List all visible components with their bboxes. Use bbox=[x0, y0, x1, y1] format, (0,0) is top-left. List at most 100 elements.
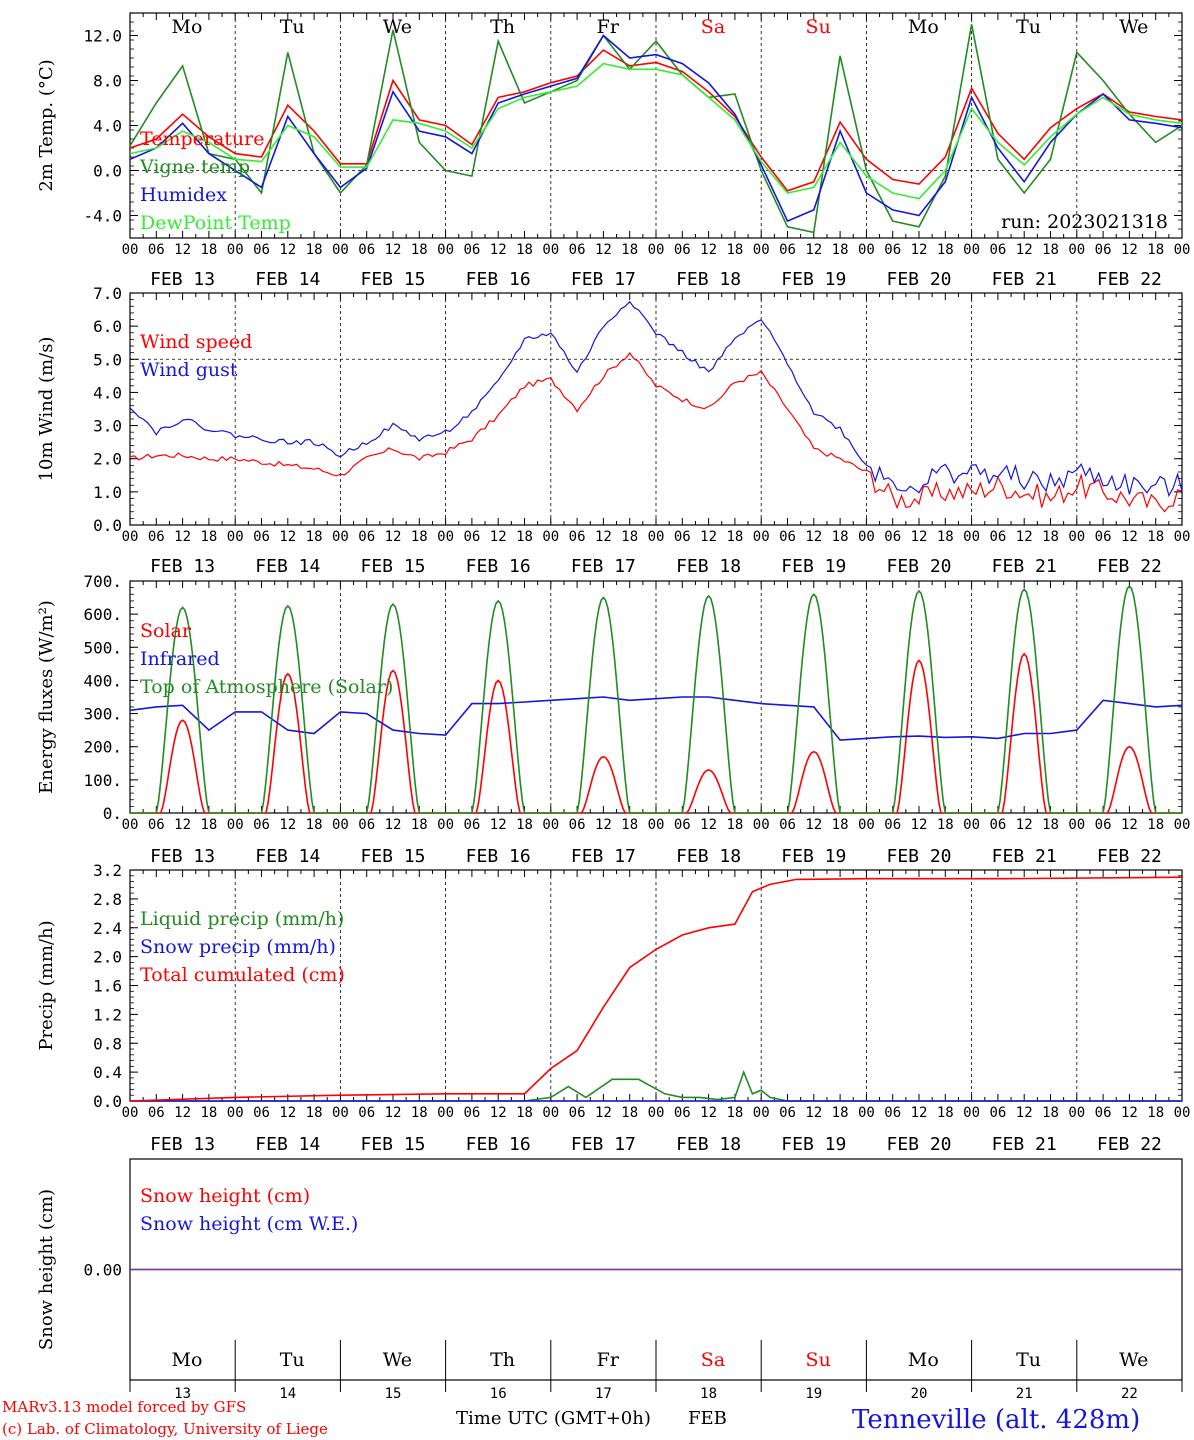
date-label: FEB 14 bbox=[255, 556, 320, 577]
hour-label: 06 bbox=[358, 529, 375, 545]
date-label: FEB 22 bbox=[1097, 556, 1162, 577]
y-tick-label: 1.2 bbox=[93, 1005, 122, 1024]
date-label: FEB 14 bbox=[255, 269, 320, 290]
date-label: FEB 13 bbox=[150, 269, 215, 290]
legend-entry: DewPoint Temp bbox=[140, 212, 291, 234]
hour-label: 18 bbox=[306, 529, 323, 545]
hour-label: 12 bbox=[911, 529, 928, 545]
y-tick-label: 0.0 bbox=[93, 162, 122, 181]
legend-entry: Vigne temp bbox=[139, 156, 250, 178]
hour-label: 12 bbox=[805, 529, 822, 545]
hour-label: 00 bbox=[227, 529, 244, 545]
hour-label: 06 bbox=[148, 1105, 165, 1121]
date-label: FEB 21 bbox=[992, 556, 1057, 577]
day-number: 16 bbox=[490, 1386, 507, 1402]
y-axis-label: Energy fluxes (W/m²) bbox=[36, 600, 57, 794]
hour-label: 00 bbox=[437, 1105, 454, 1121]
footer-model: MARv3.13 model forced by GFS bbox=[2, 1398, 246, 1416]
hour-label: 12 bbox=[490, 817, 507, 833]
legend-entry: Snow height (cm) bbox=[140, 1185, 310, 1207]
hour-label: 18 bbox=[516, 242, 533, 258]
hour-label: 00 bbox=[122, 529, 139, 545]
y-axis-label: 2m Temp. (°C) bbox=[36, 59, 57, 191]
hour-label: 00 bbox=[122, 1105, 139, 1121]
run-annotation: run: 2023021318 bbox=[1001, 211, 1168, 233]
day-name: Su bbox=[806, 1349, 831, 1371]
date-label: FEB 16 bbox=[466, 556, 531, 577]
legend-entry: Top of Atmosphere (Solar) bbox=[140, 676, 393, 698]
day-name: Fr bbox=[597, 16, 620, 38]
hour-label: 18 bbox=[832, 817, 849, 833]
hour-label: 18 bbox=[621, 529, 638, 545]
y-tick-label: 500. bbox=[83, 638, 122, 657]
day-name: We bbox=[383, 1349, 412, 1371]
hour-label: 06 bbox=[674, 242, 691, 258]
date-label: FEB 14 bbox=[255, 846, 320, 867]
legend-entry: Liquid precip (mm/h) bbox=[140, 908, 344, 930]
hour-label: 06 bbox=[148, 817, 165, 833]
hour-label: 00 bbox=[753, 529, 770, 545]
hour-label: 00 bbox=[1174, 817, 1191, 833]
hour-label: 18 bbox=[937, 1105, 954, 1121]
y-tick-label: 300. bbox=[83, 705, 122, 724]
hour-label: 12 bbox=[911, 242, 928, 258]
hour-label: 00 bbox=[753, 242, 770, 258]
date-label: FEB 17 bbox=[571, 269, 636, 290]
hour-label: 06 bbox=[674, 817, 691, 833]
hour-label: 00 bbox=[963, 817, 980, 833]
day-name: Tu bbox=[1016, 1349, 1041, 1371]
hour-label: 00 bbox=[332, 817, 349, 833]
date-label: FEB 17 bbox=[571, 846, 636, 867]
hour-label: 12 bbox=[490, 1105, 507, 1121]
hour-label: 06 bbox=[253, 817, 270, 833]
x-axis-month: FEB bbox=[688, 1408, 727, 1429]
series-line bbox=[129, 24, 1183, 234]
hour-label: 18 bbox=[1147, 817, 1164, 833]
hour-label: 12 bbox=[1121, 817, 1138, 833]
hour-label: 00 bbox=[437, 242, 454, 258]
hour-label: 18 bbox=[1042, 242, 1059, 258]
day-name: Mo bbox=[172, 16, 203, 38]
hour-label: 06 bbox=[779, 817, 796, 833]
date-label: FEB 16 bbox=[466, 846, 531, 867]
day-number: 14 bbox=[279, 1386, 296, 1402]
hour-label: 06 bbox=[569, 1105, 586, 1121]
hour-label: 00 bbox=[227, 1105, 244, 1121]
date-label: FEB 17 bbox=[571, 556, 636, 577]
day-number: 22 bbox=[1121, 1386, 1138, 1402]
hour-label: 00 bbox=[648, 817, 665, 833]
day-number: 18 bbox=[700, 1386, 717, 1402]
hour-label: 18 bbox=[832, 242, 849, 258]
hour-label: 06 bbox=[1095, 529, 1112, 545]
y-tick-label: 4.0 bbox=[93, 383, 122, 402]
date-label: FEB 15 bbox=[360, 269, 425, 290]
hour-label: 18 bbox=[1147, 529, 1164, 545]
hour-label: 12 bbox=[385, 242, 402, 258]
date-label: FEB 22 bbox=[1097, 1134, 1162, 1155]
hour-label: 18 bbox=[937, 242, 954, 258]
hour-label: 06 bbox=[358, 817, 375, 833]
hour-label: 06 bbox=[253, 529, 270, 545]
hour-label: 06 bbox=[989, 1105, 1006, 1121]
day-name: Fr bbox=[597, 1349, 620, 1371]
hour-label: 00 bbox=[332, 242, 349, 258]
hour-label: 12 bbox=[490, 242, 507, 258]
hour-label: 18 bbox=[1042, 817, 1059, 833]
legend-entry: Total cumulated (cm) bbox=[140, 964, 345, 986]
y-tick-label: 0.8 bbox=[93, 1034, 122, 1053]
hour-label: 00 bbox=[437, 817, 454, 833]
y-tick-label: 400. bbox=[83, 671, 122, 690]
hour-label: 06 bbox=[884, 242, 901, 258]
y-tick-label: -4.0 bbox=[83, 207, 122, 226]
hour-label: 12 bbox=[174, 242, 191, 258]
date-label: FEB 20 bbox=[886, 269, 951, 290]
hour-label: 06 bbox=[463, 529, 480, 545]
hour-label: 12 bbox=[279, 817, 296, 833]
hour-label: 12 bbox=[1016, 817, 1033, 833]
hour-label: 18 bbox=[832, 529, 849, 545]
hour-label: 12 bbox=[385, 529, 402, 545]
hour-label: 12 bbox=[1121, 529, 1138, 545]
hour-label: 12 bbox=[279, 242, 296, 258]
date-label: FEB 20 bbox=[886, 556, 951, 577]
